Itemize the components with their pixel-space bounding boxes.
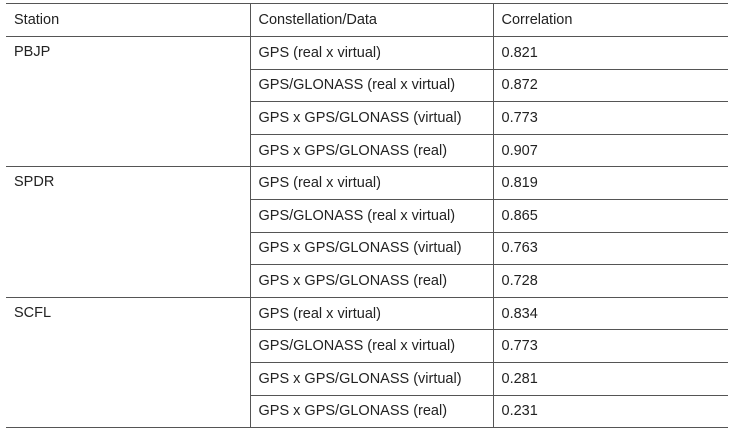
correlation-table: Station Constellation/Data Correlation PBJ… bbox=[6, 3, 728, 429]
constellation-cell: GPS x GPS/GLONASS (virtual) bbox=[249, 361, 493, 396]
constellation-cell: GPS x GPS/GLONASS (real) bbox=[249, 394, 493, 429]
table-row: GPS/GLONASS (real x virtual) 0.773 bbox=[6, 329, 728, 363]
constellation-cell: GPS x GPS/GLONASS (virtual) bbox=[249, 101, 493, 135]
table-row: SPDR GPS (real x virtual) 0.819 bbox=[6, 166, 728, 298]
table-row: PBJP GPS (real x virtual) 0.821 bbox=[6, 35, 728, 168]
table-row: GPS x GPS/GLONASS (real) 0.728 bbox=[6, 264, 728, 298]
constellation-cell: GPS x GPS/GLONASS (real) bbox=[249, 264, 493, 298]
table-row: GPS x GPS/GLONASS (virtual) 0.281 bbox=[6, 361, 728, 396]
station-cell: SPDR bbox=[6, 166, 250, 298]
header-cell: Correlation bbox=[492, 3, 728, 37]
header-row: Station Constellation/Data Correlation bbox=[6, 3, 728, 37]
correlation-cell: 0.865 bbox=[492, 198, 728, 233]
correlation-cell: 0.281 bbox=[492, 361, 728, 396]
station-cell: PBJP bbox=[6, 35, 250, 168]
station-cell: SCFL bbox=[6, 296, 250, 429]
correlation-cell: 0.728 bbox=[492, 264, 728, 298]
constellation-cell: GPS/GLONASS (real x virtual) bbox=[249, 68, 493, 103]
constellation-cell: GPS (real x virtual) bbox=[249, 296, 493, 331]
header-cell: Station bbox=[6, 3, 250, 37]
constellation-cell: GPS/GLONASS (real x virtual) bbox=[249, 329, 493, 363]
correlation-cell: 0.907 bbox=[492, 133, 728, 168]
correlation-cell: 0.231 bbox=[492, 394, 728, 429]
table-row: SCFL GPS (real x virtual) 0.834 bbox=[6, 296, 728, 429]
constellation-cell: GPS (real x virtual) bbox=[249, 166, 493, 200]
constellation-cell: GPS x GPS/GLONASS (real) bbox=[249, 133, 493, 168]
table-row: GPS x GPS/GLONASS (virtual) 0.763 bbox=[6, 231, 728, 266]
table-row: GPS/GLONASS (real x virtual) 0.872 bbox=[6, 68, 728, 103]
correlation-cell: 0.773 bbox=[492, 101, 728, 135]
correlation-cell: 0.872 bbox=[492, 68, 728, 103]
constellation-cell: GPS x GPS/GLONASS (virtual) bbox=[249, 231, 493, 266]
table-row: GPS/GLONASS (real x virtual) 0.865 bbox=[6, 198, 728, 233]
correlation-cell: 0.821 bbox=[492, 36, 728, 70]
correlation-cell: 0.773 bbox=[492, 329, 728, 363]
table-row: GPS x GPS/GLONASS (real) 0.231 bbox=[6, 394, 728, 429]
constellation-cell: GPS/GLONASS (real x virtual) bbox=[249, 198, 493, 233]
correlation-cell: 0.834 bbox=[492, 296, 728, 331]
constellation-cell: GPS (real x virtual) bbox=[249, 36, 493, 70]
correlation-cell: 0.819 bbox=[492, 166, 728, 200]
header-cell: Constellation/Data bbox=[249, 3, 493, 37]
correlation-cell: 0.763 bbox=[492, 231, 728, 266]
